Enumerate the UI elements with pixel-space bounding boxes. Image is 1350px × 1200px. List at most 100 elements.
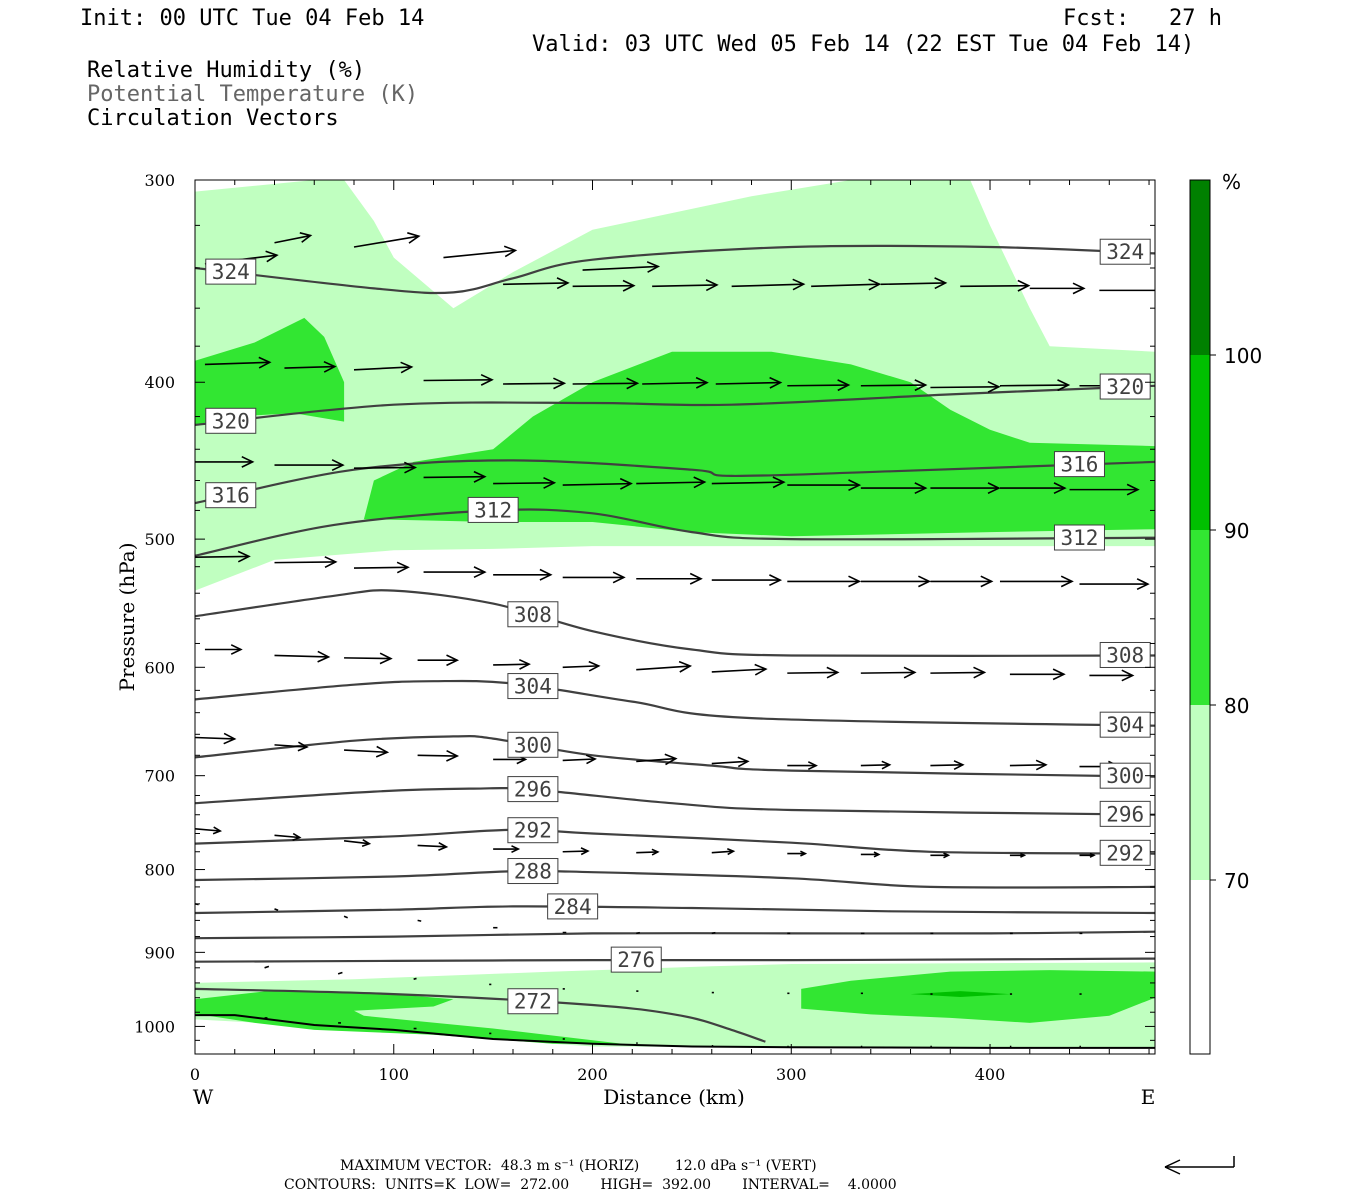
circulation-vector <box>284 360 337 373</box>
circulation-vector <box>860 666 917 679</box>
circulation-vector <box>582 261 661 273</box>
contour-label-304-1: 304 <box>1099 711 1151 738</box>
contour-note: CONTOURS: UNITS=K LOW= 272.00 HIGH= 392.… <box>284 1177 897 1193</box>
svg-text:272: 272 <box>514 990 552 1014</box>
contour-label-308-1: 308 <box>1099 641 1151 668</box>
circulation-vector <box>930 666 987 679</box>
theta-contour-276 <box>195 957 1155 963</box>
circulation-vector <box>787 666 840 679</box>
circulation-vector <box>572 377 640 390</box>
colorbar-segment <box>1190 880 1210 1054</box>
circulation-vector <box>636 848 660 856</box>
circulation-vector <box>1009 759 1048 771</box>
svg-text:304: 304 <box>1106 713 1144 737</box>
circulation-vector <box>711 574 783 587</box>
colorbar-segment <box>1190 180 1210 355</box>
circulation-vector <box>337 971 343 975</box>
contour-label-316-1: 316 <box>1053 451 1105 478</box>
contour-label-292-0: 292 <box>507 817 559 844</box>
circulation-vector <box>715 376 783 389</box>
rh-region-80-90-3 <box>363 351 1155 537</box>
circulation-vector <box>930 852 951 859</box>
rh-region-80-90-2 <box>195 317 345 425</box>
contour-label-288-0: 288 <box>507 858 559 885</box>
circulation-vector <box>787 575 862 588</box>
circulation-vector <box>1089 669 1135 682</box>
circulation-vector <box>711 476 786 489</box>
reference-vector <box>1164 1156 1235 1175</box>
colorbar-segment <box>1190 355 1210 530</box>
svg-text:320: 320 <box>212 409 250 433</box>
x-tick-label: 400 <box>975 1065 1006 1084</box>
circulation-vector <box>1009 852 1027 858</box>
svg-text:304: 304 <box>514 675 552 699</box>
circulation-vector <box>204 644 243 655</box>
circulation-vector <box>417 919 422 922</box>
circulation-vector <box>1099 289 1155 292</box>
circulation-vector <box>572 279 636 292</box>
circulation-vector <box>930 760 965 771</box>
circulation-vector <box>443 245 518 259</box>
circulation-vector <box>195 732 237 745</box>
svg-text:308: 308 <box>1106 643 1144 667</box>
circulation-vector <box>343 915 348 919</box>
y-tick-label: 800 <box>144 861 175 880</box>
colorbar-frame <box>1189 179 1211 1055</box>
circulation-vector <box>423 470 487 483</box>
contour-label-296-0: 296 <box>507 776 559 803</box>
contour-label-312-1: 312 <box>1053 524 1105 551</box>
contour-label-316-0: 316 <box>205 482 257 509</box>
rh-region-90-100-6 <box>910 991 1010 997</box>
circulation-vector <box>353 561 410 574</box>
contour-label-320-0: 320 <box>205 407 257 434</box>
circulation-vector <box>652 279 719 292</box>
svg-text:312: 312 <box>474 498 512 522</box>
circulation-vector <box>353 361 414 374</box>
contour-label-308-0: 308 <box>507 601 559 628</box>
circulation-vector <box>562 571 626 584</box>
circulation-vector <box>930 575 994 588</box>
circulation-vector <box>880 277 948 290</box>
theta-contour-316 <box>195 459 1155 505</box>
circulation-vector <box>860 482 928 495</box>
circulation-vector <box>562 660 601 672</box>
circulation-vector <box>787 850 808 857</box>
svg-text:320: 320 <box>1106 375 1144 399</box>
circulation-vector <box>562 754 597 765</box>
circulation-vector <box>413 977 417 980</box>
circulation-vector <box>860 760 892 770</box>
circulation-vector <box>999 482 1067 495</box>
circulation-vector <box>811 278 882 291</box>
circulation-vector <box>930 482 1001 495</box>
svg-text:284: 284 <box>554 895 592 919</box>
circulation-vector <box>423 373 494 386</box>
terrain-line <box>195 1014 1155 1049</box>
x-axis-title: Distance (km) <box>603 1085 745 1109</box>
y-axis-title: Pressure (hPa) <box>115 543 139 692</box>
circulation-vector <box>731 278 806 291</box>
plot-frame <box>194 179 1156 1055</box>
circulation-vector <box>636 660 693 673</box>
circulation-vector <box>274 832 302 841</box>
circulation-vector <box>1069 483 1140 496</box>
theta-contour-320 <box>195 384 1155 426</box>
y-tick-label: 1000 <box>134 1017 175 1036</box>
circulation-vector <box>1079 578 1150 591</box>
max-vector-note: MAXIMUM VECTOR: 48.3 m s⁻¹ (HORIZ) 12.0 … <box>340 1158 817 1174</box>
y-tick-label: 400 <box>144 373 175 392</box>
theta-contour-304 <box>195 679 1155 727</box>
circulation-vector <box>493 568 553 581</box>
colorbar-segment <box>1190 530 1210 705</box>
circulation-vector <box>930 380 1001 393</box>
svg-text:292: 292 <box>1106 841 1144 865</box>
theta-contour-312 <box>195 508 1155 557</box>
circulation-vector <box>353 232 421 248</box>
circulation-vector <box>787 761 818 771</box>
colorbar <box>1189 179 1216 1055</box>
circulation-vector <box>274 741 309 752</box>
colorbar-label-70: 70 <box>1224 869 1250 893</box>
circulation-vector <box>1029 282 1086 295</box>
circulation-vector <box>503 377 567 390</box>
x-tick-label: 0 <box>190 1065 200 1084</box>
